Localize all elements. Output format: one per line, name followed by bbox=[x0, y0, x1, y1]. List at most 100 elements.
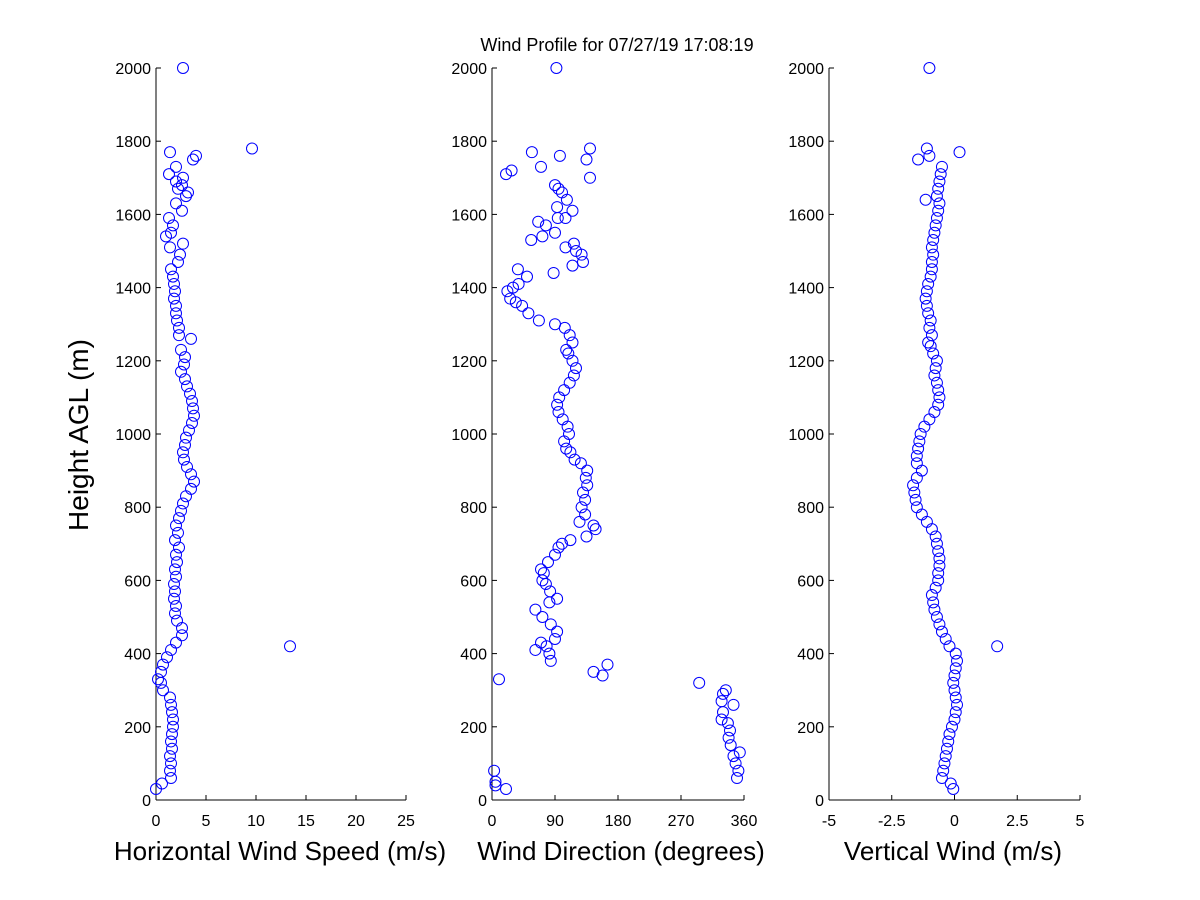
data-point bbox=[532, 314, 545, 327]
data-point bbox=[536, 611, 549, 623]
y-tick-label: 1200 bbox=[451, 354, 487, 371]
x-tick-label: 0 bbox=[950, 813, 959, 830]
data-point bbox=[180, 431, 192, 444]
data-point bbox=[190, 149, 202, 162]
data-point bbox=[930, 537, 943, 550]
data-point bbox=[165, 263, 177, 276]
data-point bbox=[715, 695, 728, 708]
data-point bbox=[152, 673, 164, 686]
data-point bbox=[929, 530, 942, 543]
y-tick-label: 0 bbox=[815, 793, 824, 810]
y-tick-label: 800 bbox=[124, 500, 151, 517]
x-tick-label: 5 bbox=[1076, 813, 1085, 830]
data-point bbox=[511, 263, 524, 276]
panel-horizontal-speed: Horizontal Wind Speed (m/s) 020040060080… bbox=[114, 61, 446, 866]
data-point bbox=[167, 720, 179, 733]
data-point bbox=[170, 299, 182, 312]
data-point bbox=[504, 292, 517, 305]
data-point bbox=[579, 493, 592, 506]
data-point bbox=[930, 212, 943, 225]
data-point bbox=[584, 142, 596, 155]
data-point bbox=[567, 369, 580, 382]
data-point bbox=[165, 772, 177, 785]
panel-wind-direction: Wind Direction (degrees) 0 200 400 600 800 10… bbox=[451, 61, 764, 866]
data-point bbox=[923, 413, 936, 426]
data-point bbox=[910, 449, 923, 462]
data-point bbox=[177, 62, 189, 74]
data-point bbox=[922, 277, 935, 290]
x-tick-label: 25 bbox=[397, 813, 415, 830]
data-point bbox=[925, 255, 938, 268]
data-point bbox=[163, 168, 175, 181]
data-point bbox=[924, 270, 937, 283]
chart-title: Wind Profile for 07/27/19 17:08:19 bbox=[480, 35, 753, 55]
data-point bbox=[570, 362, 582, 375]
data-point bbox=[559, 241, 572, 254]
data-point bbox=[724, 739, 737, 752]
data-point bbox=[935, 160, 948, 173]
y-tick-label: 1200 bbox=[788, 354, 824, 371]
data-point bbox=[551, 592, 564, 605]
data-point bbox=[945, 720, 958, 733]
y-tick-label: 1000 bbox=[451, 427, 487, 444]
data-point bbox=[165, 735, 177, 748]
data-point bbox=[715, 713, 728, 726]
data-point bbox=[535, 636, 547, 649]
data-point bbox=[933, 197, 946, 210]
data-point bbox=[164, 241, 176, 254]
data-point bbox=[909, 493, 922, 506]
data-point bbox=[947, 783, 960, 796]
data-point bbox=[579, 471, 592, 484]
y-tick-label: 400 bbox=[460, 647, 487, 664]
y-tick-label: 0 bbox=[478, 793, 487, 810]
data-point bbox=[171, 556, 183, 569]
data-point bbox=[185, 482, 197, 495]
y-tick-label: 1800 bbox=[115, 134, 151, 151]
data-point bbox=[516, 299, 529, 312]
data-point bbox=[551, 201, 564, 214]
data-point bbox=[183, 424, 195, 437]
data-point bbox=[537, 567, 550, 580]
data-point bbox=[951, 698, 964, 711]
data-point bbox=[284, 640, 296, 653]
data-point bbox=[169, 285, 181, 298]
data-point bbox=[564, 446, 577, 459]
data-point bbox=[168, 277, 180, 290]
data-point bbox=[173, 541, 185, 554]
data-point bbox=[942, 735, 955, 748]
data-point bbox=[939, 632, 952, 645]
data-point bbox=[933, 391, 946, 404]
y-tick-label: 400 bbox=[124, 647, 151, 664]
data-point bbox=[581, 464, 594, 477]
data-point bbox=[185, 332, 197, 345]
data-point bbox=[544, 654, 557, 667]
data-point bbox=[246, 142, 258, 155]
data-point bbox=[187, 402, 199, 415]
data-point bbox=[928, 603, 941, 616]
data-point bbox=[164, 691, 176, 704]
data-point bbox=[172, 255, 184, 268]
data-point bbox=[186, 417, 198, 430]
data-point bbox=[173, 321, 185, 334]
x-tick-label: 90 bbox=[546, 813, 564, 830]
data-point bbox=[532, 215, 545, 228]
data-point bbox=[560, 442, 573, 455]
x-tick-label: 10 bbox=[247, 813, 265, 830]
data-point bbox=[180, 490, 192, 503]
data-point bbox=[535, 563, 547, 576]
data-point bbox=[920, 285, 933, 298]
data-point bbox=[943, 728, 956, 741]
data-point bbox=[930, 611, 943, 623]
x-tick-label: 180 bbox=[605, 813, 632, 830]
data-point bbox=[544, 618, 557, 631]
data-point bbox=[729, 757, 742, 770]
data-point bbox=[575, 501, 588, 514]
data-point bbox=[170, 600, 182, 613]
x-tick-label: 270 bbox=[668, 813, 695, 830]
y-tick-label: 1800 bbox=[451, 134, 487, 151]
data-point bbox=[551, 625, 564, 638]
data-point bbox=[176, 629, 188, 642]
data-point bbox=[580, 530, 593, 543]
data-point bbox=[169, 607, 181, 620]
data-point bbox=[566, 336, 579, 349]
